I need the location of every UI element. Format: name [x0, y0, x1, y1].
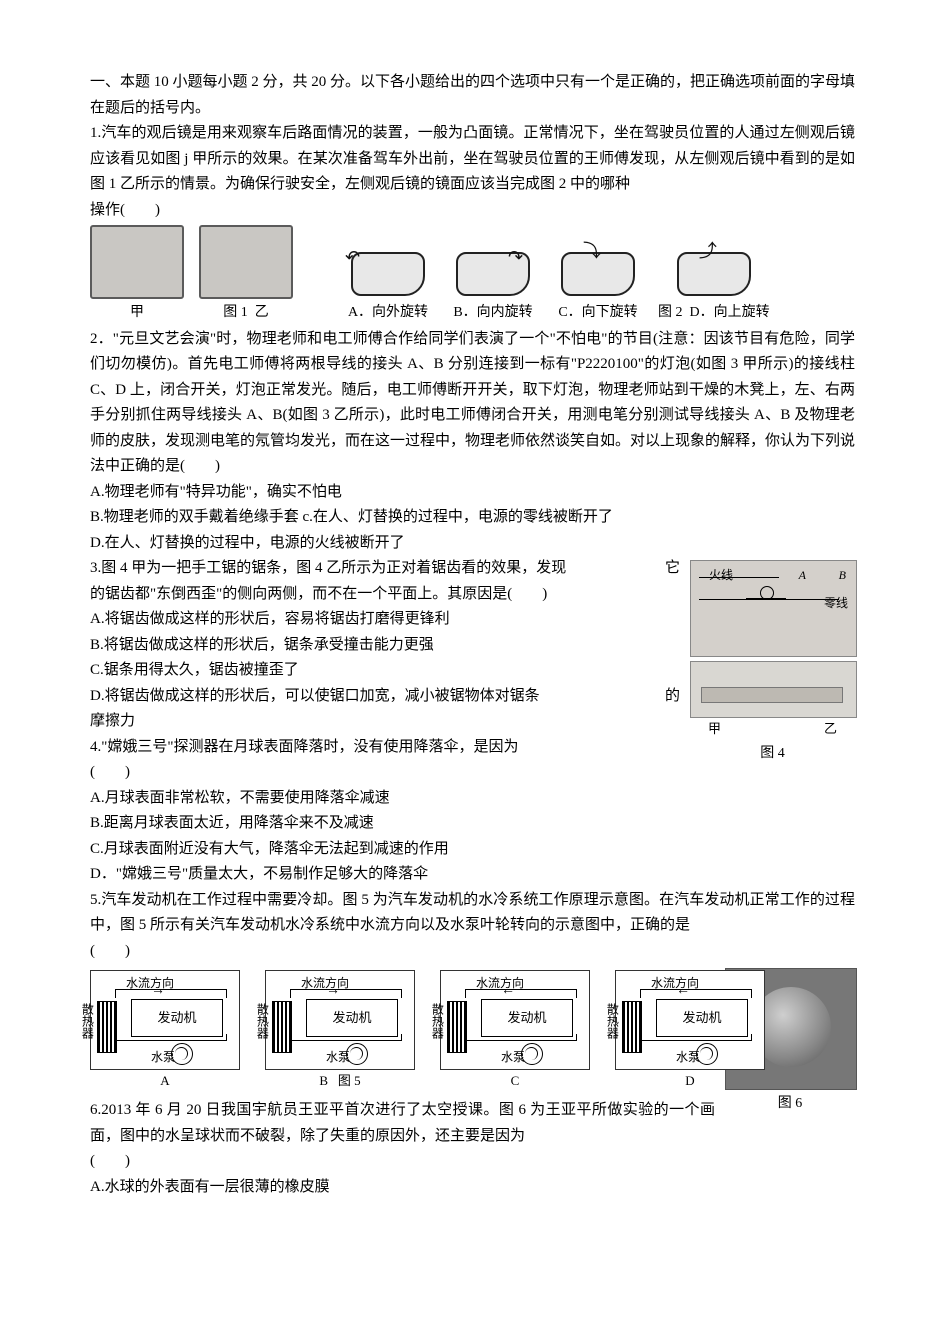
radiator-label-a: 散热器 — [77, 1003, 97, 1039]
q1-optD: ⤴ 图 2 D．向上旋转 — [658, 244, 770, 325]
fig4-top-image: 火线 A B 零线 — [690, 560, 857, 657]
pump-label-b: 水泵 — [326, 1047, 350, 1067]
section-header: 一、本题 10 小题每小题 2 分，共 20 分。以下各小题给出的四个选项中只有… — [90, 70, 855, 121]
fig4-zero-label: 零线 — [824, 593, 848, 613]
q2-optD: D.在人、灯替换的过程中，电源的火线被断开了 — [90, 531, 855, 557]
q2-stem: 2．"元旦文艺会演"时，物理老师和电工师傅合作给同学们表演了一个"不怕电"的节目… — [90, 327, 855, 480]
q1-optC: ⤵ C．向下旋转 — [553, 244, 643, 325]
q5-optA: A — [90, 1070, 240, 1092]
fig2-caption: 图 2 — [658, 305, 683, 320]
mirror-icon-c: ⤵ — [553, 244, 643, 299]
q3-optD-left: D.将锯齿做成这样的形状后，可以使锯口加宽，减小被锯物体对锯条 — [90, 688, 540, 704]
fig1-jia: 甲 — [90, 225, 184, 325]
fig5-B: 水流方向 → 散热器 发动机 水泵 B 图 5 — [265, 970, 415, 1092]
fig5-caption: 图 5 — [338, 1073, 361, 1088]
mirror-icon-d: ⤴ — [669, 244, 759, 299]
q5-optC: C — [440, 1070, 590, 1092]
mirror-icon-b: ↷ — [448, 244, 538, 299]
q1-stem: 1.汽车的观后镜是用来观察车后路面情况的装置，一般为凸面镜。正常情况下，坐在驾驶… — [90, 121, 855, 198]
pump-label-a: 水泵 — [151, 1047, 175, 1067]
q4-optA: A.月球表面非常松软，不需要使用降落伞减速 — [90, 786, 855, 812]
radiator-label-c: 散热器 — [427, 1003, 447, 1039]
fig5-C: 水流方向 ← 散热器 发动机 水泵 C — [440, 970, 590, 1092]
fig1-caption-right: 乙 — [255, 305, 269, 320]
engine-label-b: 发动机 — [306, 999, 398, 1037]
engine-label-c: 发动机 — [481, 999, 573, 1037]
q3-optD-right: 的 — [665, 684, 680, 710]
q4-optB: B.距离月球表面太近，用降落伞来不及减速 — [90, 811, 855, 837]
pump-label-c: 水泵 — [501, 1047, 525, 1067]
fig5-row: 水流方向 → 散热器 发动机 水泵 A 水流方向 → 散热器 发动机 — [90, 970, 715, 1092]
q3-stem-left: 3.图 4 甲为一把手工锯的锯条，图 4 乙所示为正对着锯齿看的效果，发现 — [90, 560, 566, 576]
q1-optA-label: A．向外旋转 — [348, 301, 428, 325]
mirror-photo-jia — [90, 225, 184, 299]
fig5-A: 水流方向 → 散热器 发动机 水泵 A — [90, 970, 240, 1092]
q1-optA: ↶ A．向外旋转 — [343, 244, 433, 325]
q1-stem-tail: 操作( ) — [90, 198, 855, 224]
q1-optC-label: C．向下旋转 — [558, 301, 637, 325]
fig4-jia: 甲 — [708, 718, 721, 740]
fig1-caption: 图 1 — [223, 305, 248, 320]
q2-optB: B.物理老师的双手戴着绝缘手套 c.在人、灯替换的过程中，电源的零线被断开了 — [90, 505, 855, 531]
mirror-photo-yi — [199, 225, 293, 299]
fig4-A: A — [799, 565, 806, 585]
q6-stem-tail: ( ) — [90, 1149, 855, 1175]
fig1-yi: 图 1 乙 — [199, 225, 293, 325]
q6-optA: A.水球的外表面有一层很薄的橡皮膜 — [90, 1175, 855, 1201]
fig4-fire-label: 火线 — [709, 565, 733, 585]
fig4-container: 火线 A B 零线 甲 乙 图 4 — [690, 560, 855, 766]
pump-label-d: 水泵 — [676, 1047, 700, 1067]
fig4-caption: 图 4 — [690, 742, 855, 766]
fig4-B: B — [839, 565, 846, 585]
q1-optB: ↷ B．向内旋转 — [448, 244, 538, 325]
q5-stem-tail: ( ) — [90, 939, 855, 965]
mirror-icon-a: ↶ — [343, 244, 433, 299]
saw-icon — [701, 687, 843, 703]
fig1-caption-left: 甲 — [130, 301, 144, 325]
q5-optB: B — [319, 1073, 328, 1088]
q4-optC: C.月球表面附近没有大气，降落伞无法起到减速的作用 — [90, 837, 855, 863]
fig4-bottom-image — [690, 661, 857, 718]
q5-stem: 5.汽车发动机在工作过程中需要冷却。图 5 为汽车发动机的水冷系统工作原理示意图… — [90, 888, 855, 939]
engine-label-a: 发动机 — [131, 999, 223, 1037]
radiator-label-b: 散热器 — [252, 1003, 272, 1039]
radiator-label-d: 散热器 — [602, 1003, 622, 1039]
q1-figure-row: 甲 图 1 乙 ↶ A．向外旋转 ↷ B．向内旋转 ⤵ C．向下旋转 ⤴ 图 2… — [90, 225, 855, 325]
person-icon — [746, 586, 786, 641]
engine-label-d: 发动机 — [656, 999, 748, 1037]
q4-optD: D．"嫦娥三号"质量太大，不易制作足够大的降落伞 — [90, 862, 855, 888]
fig4-yi: 乙 — [824, 718, 837, 740]
fig6-caption: 图 6 — [725, 1092, 855, 1116]
q1-optD-label: D．向上旋转 — [690, 305, 770, 320]
q2-optA: A.物理老师有"特异功能"，确实不怕电 — [90, 480, 855, 506]
q3-stem-right: 它 — [665, 556, 680, 582]
q1-optB-label: B．向内旋转 — [453, 301, 532, 325]
